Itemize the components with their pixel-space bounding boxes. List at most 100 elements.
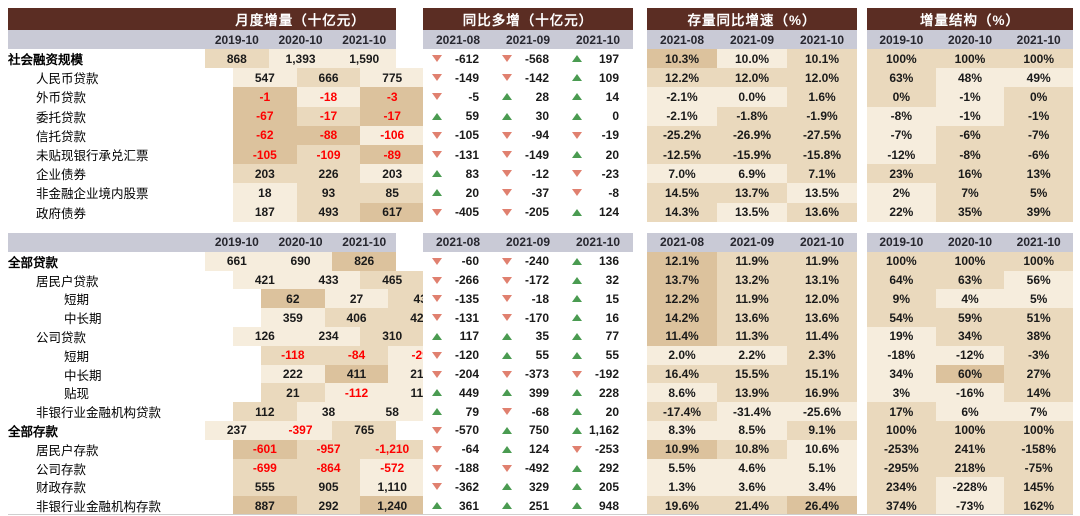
structure-cell: 7%: [1004, 402, 1074, 422]
stock-cell: 10.6%: [787, 439, 857, 459]
down-arrow-icon: [502, 74, 512, 82]
yoy-cell: -405: [423, 202, 493, 222]
up-arrow-icon: [502, 502, 512, 510]
yoy-value: 449: [458, 385, 479, 400]
value-cell: 826: [332, 251, 397, 271]
row-label: 人民币贷款: [8, 68, 233, 88]
table-row: 全部贷款 661 690 826: [8, 251, 397, 271]
yoy-cell: -362: [423, 477, 493, 497]
yoy-value: -570: [454, 423, 479, 438]
structure-cell: 60%: [935, 364, 1005, 384]
yoy-value: -37: [531, 185, 549, 200]
yoy-value: 59: [465, 109, 479, 124]
table-row: 财政存款 555 905 1,110: [8, 477, 425, 497]
up-arrow-icon: [432, 389, 442, 397]
structure-cell: 48%: [935, 68, 1005, 88]
structure-cell: -73%: [935, 496, 1005, 516]
up-arrow-icon: [572, 502, 582, 510]
stock-cell: -27.5%: [787, 125, 857, 145]
down-arrow-icon: [502, 151, 512, 159]
yoy-value: 32: [605, 273, 619, 288]
value-cell: -957: [296, 439, 361, 459]
up-arrow-icon: [432, 502, 442, 510]
down-arrow-icon: [432, 151, 442, 159]
table-row: -5 28 14: [423, 87, 633, 107]
structure-cell: -7%: [867, 125, 936, 145]
value-cell: 187: [233, 202, 297, 222]
table-row: 居民户存款 -601 -957 -1,210: [8, 439, 425, 459]
stock-cell: 11.4%: [787, 327, 857, 346]
yoy-value: 30: [535, 109, 549, 124]
value-cell: 1,110: [360, 477, 425, 497]
table-row: 9% 4% 5%: [867, 289, 1074, 309]
yoy-value: -266: [454, 273, 479, 288]
up-arrow-icon: [572, 276, 582, 284]
table-row: 贴现 21 -112 116: [8, 383, 453, 403]
table-row: 234% -228% 145%: [867, 477, 1074, 497]
stock-cell: -25.2%: [647, 125, 717, 145]
yoy-cell: -68: [493, 402, 563, 422]
yoy-cell: 15: [563, 289, 633, 309]
section-2-rows: -60 -240 136 -266 -172 32 -135 -18 15 -131 -170 16 1…: [423, 251, 633, 516]
value-cell: -112: [324, 383, 389, 403]
row-label: 政府债券: [8, 202, 233, 222]
column-header-row: 2019-10 2020-10 2021-10: [867, 30, 1073, 49]
table-row: 22% 35% 39%: [867, 202, 1074, 222]
yoy-cell: 228: [563, 383, 633, 403]
yoy-cell: 79: [423, 402, 493, 422]
yoy-cell: -373: [493, 364, 563, 384]
yoy-value: 251: [528, 498, 549, 513]
column-header-2020-10: 2020-10: [947, 235, 993, 250]
yoy-value: 124: [598, 205, 619, 220]
table-row: 361 251 948: [423, 496, 633, 516]
yoy-cell: -142: [493, 68, 563, 88]
yoy-cell: 28: [493, 87, 563, 107]
down-arrow-icon: [572, 370, 582, 378]
yoy-value: 136: [598, 254, 619, 269]
structure-cell: 27%: [1004, 364, 1074, 384]
structure-cell: -12%: [935, 345, 1005, 365]
table-row: -12.5% -15.9% -15.8%: [647, 144, 857, 165]
value-cell: 661: [205, 251, 269, 271]
table-row: -188 -492 292: [423, 458, 633, 478]
yoy-cell: -131: [423, 308, 493, 328]
yoy-value: 20: [605, 404, 619, 419]
down-arrow-icon: [432, 74, 442, 82]
value-cell: 493: [296, 202, 361, 222]
yoy-value: 329: [528, 479, 549, 494]
yoy-cell: 948: [563, 496, 633, 516]
yoy-cell: 329: [493, 477, 563, 497]
value-cell: -17: [360, 106, 425, 126]
yoy-value: 20: [465, 185, 479, 200]
table-row: 2% 7% 5%: [867, 183, 1074, 203]
down-arrow-icon: [432, 131, 442, 139]
down-arrow-icon: [502, 208, 512, 216]
stock-cell: 7.0%: [647, 164, 717, 184]
value-cell: 27: [324, 289, 389, 309]
yoy-value: 117: [459, 329, 479, 344]
structure-cell: 56%: [1004, 270, 1074, 290]
yoy-cell: 20: [423, 183, 493, 203]
yoy-value: 55: [535, 348, 549, 363]
table-row: 人民币贷款 547 666 775: [8, 68, 425, 88]
value-cell: -62: [233, 125, 297, 145]
stock-cell: 14.2%: [647, 308, 717, 328]
table-row: 非银行业金融机构贷款 112 38 58: [8, 402, 425, 422]
stock-cell: -15.8%: [787, 144, 857, 165]
yoy-value: -204: [454, 367, 479, 382]
stock-cell: 2.2%: [717, 345, 787, 365]
section-2-rows: 100% 100% 100% 64% 63% 56% 9% 4% 5% 54% 59% 51% 19% 3…: [867, 251, 1074, 516]
structure-cell: -295%: [867, 458, 936, 478]
stock-cell: 13.7%: [717, 183, 787, 203]
value-cell: -105: [233, 144, 297, 165]
stock-cell: 13.5%: [787, 183, 857, 203]
structure-cell: 100%: [935, 49, 1005, 69]
table-row: 19.6% 21.4% 26.4%: [647, 496, 857, 516]
stock-cell: 13.6%: [787, 202, 857, 222]
value-cell: -601: [233, 439, 297, 459]
value-cell: 93: [296, 183, 361, 203]
value-cell: 887: [233, 496, 297, 516]
table-row: 非银行业金融机构存款 887 292 1,240: [8, 496, 425, 516]
stock-cell: 11.9%: [717, 289, 787, 309]
column-header-2021-10: 2021-10: [342, 235, 387, 250]
